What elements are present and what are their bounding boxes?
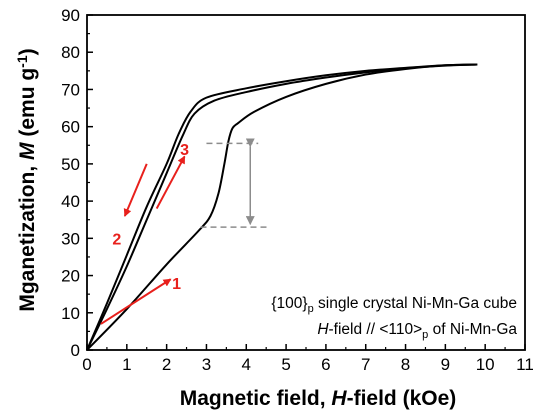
y-axis-title: Mganetization, M (emu g-1) bbox=[14, 48, 39, 311]
red-arrow-3 bbox=[155, 155, 186, 210]
series-line-3 bbox=[86, 63, 478, 351]
x-tick-label: 6 bbox=[321, 355, 330, 374]
y-tick-label: 50 bbox=[61, 155, 80, 174]
series-line-1 bbox=[86, 63, 478, 351]
marker-label-3: 3 bbox=[180, 142, 189, 159]
x-tick-label: 4 bbox=[242, 355, 251, 374]
x-tick-label: 8 bbox=[401, 355, 410, 374]
x-tick-label: 2 bbox=[162, 355, 171, 374]
red-arrow-2 bbox=[123, 163, 148, 217]
y-tick-label: 90 bbox=[61, 6, 80, 25]
y-tick-label: 0 bbox=[71, 341, 80, 360]
x-tick-label: 11 bbox=[516, 355, 534, 374]
y-tick-label: 10 bbox=[61, 304, 80, 323]
x-tick-label: 7 bbox=[361, 355, 370, 374]
x-tick-label: 3 bbox=[202, 355, 211, 374]
red-arrow-1 bbox=[100, 278, 172, 325]
y-tick-label: 30 bbox=[61, 229, 80, 248]
y-tick-label: 40 bbox=[61, 192, 80, 211]
x-tick-label: 5 bbox=[281, 355, 290, 374]
annotation-line-1: {100}p single crystal Ni-Mn-Ga cube bbox=[271, 295, 517, 315]
axis-ticks: 0 1 2 3 4 5 6 7 8 9 10 11 0 10 20 30 40 50 60 70 80 90 bbox=[61, 6, 534, 374]
x-tick-label: 1 bbox=[122, 355, 131, 374]
y-tick-label: 70 bbox=[61, 80, 80, 99]
marker-label-2: 2 bbox=[112, 231, 121, 248]
annotations: 1 2 3 bbox=[100, 138, 271, 325]
y-tick-label: 60 bbox=[61, 118, 80, 137]
x-tick-label: 9 bbox=[441, 355, 450, 374]
y-tick-label: 20 bbox=[61, 267, 80, 286]
marker-label-1: 1 bbox=[172, 276, 181, 293]
y-tick-label: 80 bbox=[61, 43, 80, 62]
x-tick-label: 0 bbox=[82, 355, 91, 374]
x-axis-title: Magnetic field, H-field (kOe) bbox=[180, 387, 457, 410]
x-tick-label: 10 bbox=[476, 355, 495, 374]
annotation-line-2: H-field // <110>p of Ni-Mn-Ga bbox=[317, 321, 517, 341]
